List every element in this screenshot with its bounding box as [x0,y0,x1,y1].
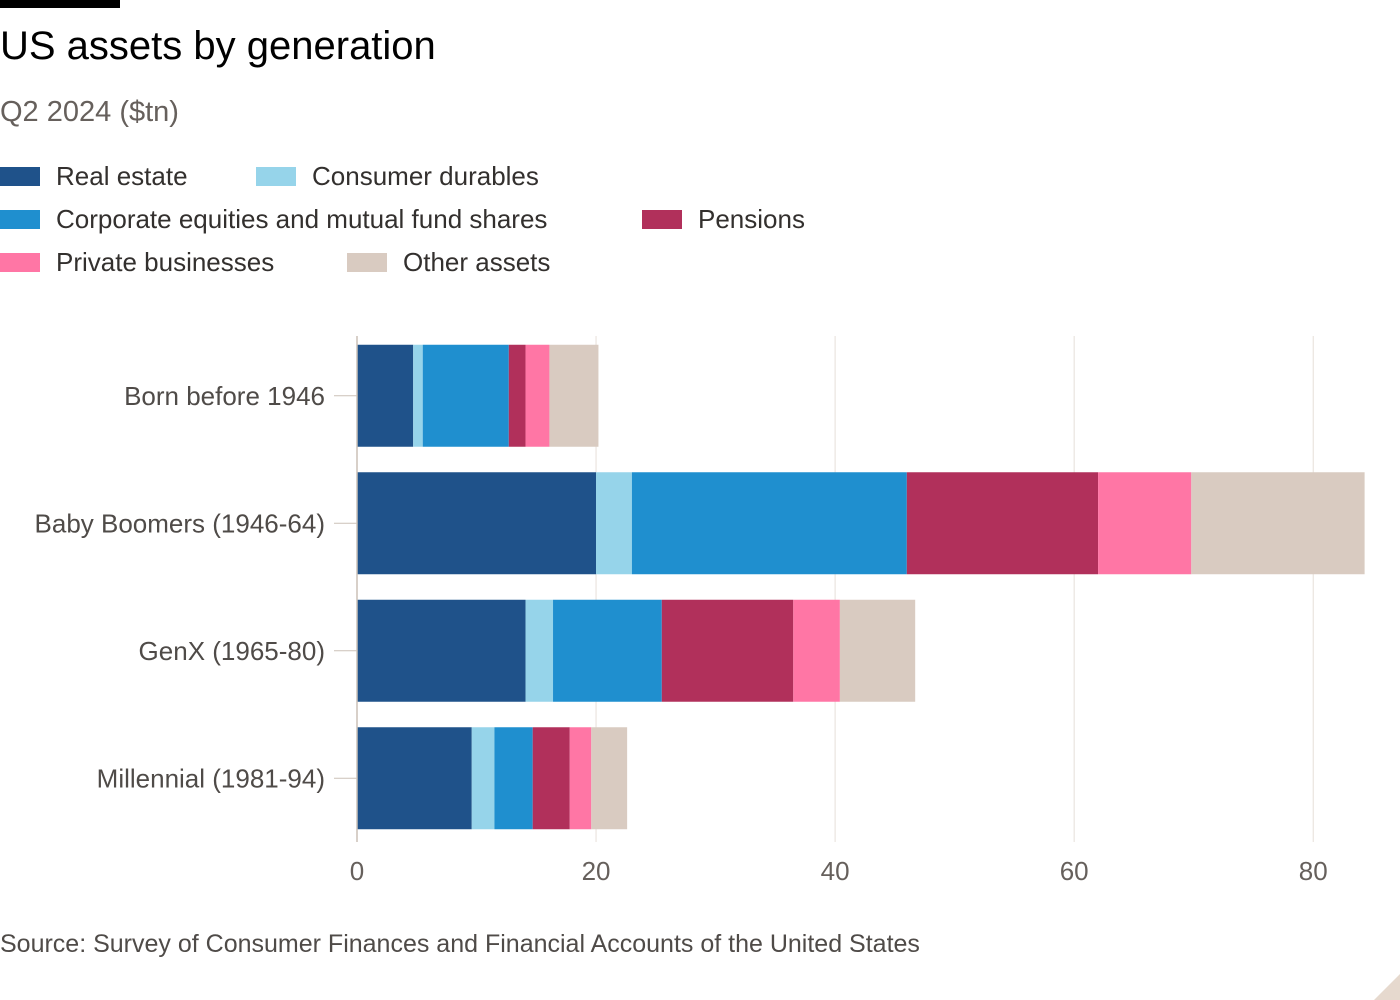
top-rule [0,0,120,8]
bar-baby-boomers-1946-64-pensions [906,472,1099,575]
legend-item-private-businesses: Private businesses [0,247,274,277]
source-note: Source: Survey of Consumer Finances and … [0,930,920,958]
y-tick-label-baby-boomers-1946-64: Baby Boomers (1946-64) [35,508,325,538]
bar-baby-boomers-1946-64-real-estate [357,472,597,575]
bar-baby-boomers-1946-64-corporate-equities-and-mutual-fund-shares [631,472,907,575]
y-tick-label-born-before-1946: Born before 1946 [124,381,325,411]
bar-born-before-1946-private-businesses [525,344,550,447]
bar-genx-1965-80-consumer-durables [525,599,554,702]
bar-baby-boomers-1946-64-other-assets [1191,472,1365,575]
bar-genx-1965-80-pensions [661,599,794,702]
legend-swatch-consumer-durables [256,166,296,186]
legend-label-corporate-equities: Corporate equities and mutual fund share… [56,203,548,234]
legend-label-consumer-durables: Consumer durables [312,160,539,191]
legend-item-pensions: Pensions [642,204,805,234]
chart-title: US assets by generation [0,24,436,68]
bar-millennial-1981-94-other-assets [591,727,628,830]
x-tick-label-0: 0 [350,856,364,886]
bar-born-before-1946-pensions [508,344,526,447]
corner-mark [1374,974,1400,1000]
bar-baby-boomers-1946-64-private-businesses [1098,472,1192,575]
bar-born-before-1946-consumer-durables [413,344,423,447]
bar-genx-1965-80-corporate-equities-and-mutual-fund-shares [553,599,662,702]
bars [357,344,1365,830]
legend-item-other-assets: Other assets [347,247,550,277]
legend-swatch-private-businesses [0,252,40,272]
legend-item-corporate-equities: Corporate equities and mutual fund share… [0,204,547,234]
legend-swatch-pensions [642,209,682,229]
legend-swatch-real-estate [0,166,40,186]
legend: Real estate Consumer durables Corporate … [0,0,1400,300]
x-tick-label-80: 80 [1299,856,1328,886]
x-tick-label-20: 20 [582,856,611,886]
legend-label-private-businesses: Private businesses [56,246,275,277]
legend-swatch-other-assets [347,252,387,272]
bar-born-before-1946-corporate-equities-and-mutual-fund-shares [422,344,509,447]
bar-baby-boomers-1946-64-consumer-durables [596,472,632,575]
y-tick-label-millennial-1981-94: Millennial (1981-94) [97,763,325,793]
bar-millennial-1981-94-corporate-equities-and-mutual-fund-shares [494,727,533,830]
legend-item-real-estate: Real estate [0,161,188,191]
bar-born-before-1946-real-estate [357,344,414,447]
legend-label-other-assets: Other assets [403,246,551,277]
chart-subtitle: Q2 2024 ($tn) [0,96,179,128]
bar-genx-1965-80-other-assets [839,599,916,702]
axes: 0 20 40 60 80 Born before 1946 Baby Boomers (1… [35,336,1328,886]
legend-label-real-estate: Real estate [56,160,188,191]
gridlines [595,336,1314,842]
bar-born-before-1946-other-assets [549,344,599,447]
bar-genx-1965-80-private-businesses [793,599,840,702]
legend-item-consumer-durables: Consumer durables [256,161,539,191]
legend-swatch-corporate-equities [0,209,40,229]
legend-label-pensions: Pensions [698,203,805,234]
bar-millennial-1981-94-pensions [532,727,570,830]
x-tick-label-40: 40 [821,856,850,886]
y-tick-label-genx-1965-80: GenX (1965-80) [139,636,325,666]
bar-millennial-1981-94-real-estate [357,727,472,830]
x-tick-label-60: 60 [1060,856,1089,886]
bar-millennial-1981-94-consumer-durables [471,727,495,830]
bar-millennial-1981-94-private-businesses [569,727,592,830]
bar-genx-1965-80-real-estate [357,599,526,702]
